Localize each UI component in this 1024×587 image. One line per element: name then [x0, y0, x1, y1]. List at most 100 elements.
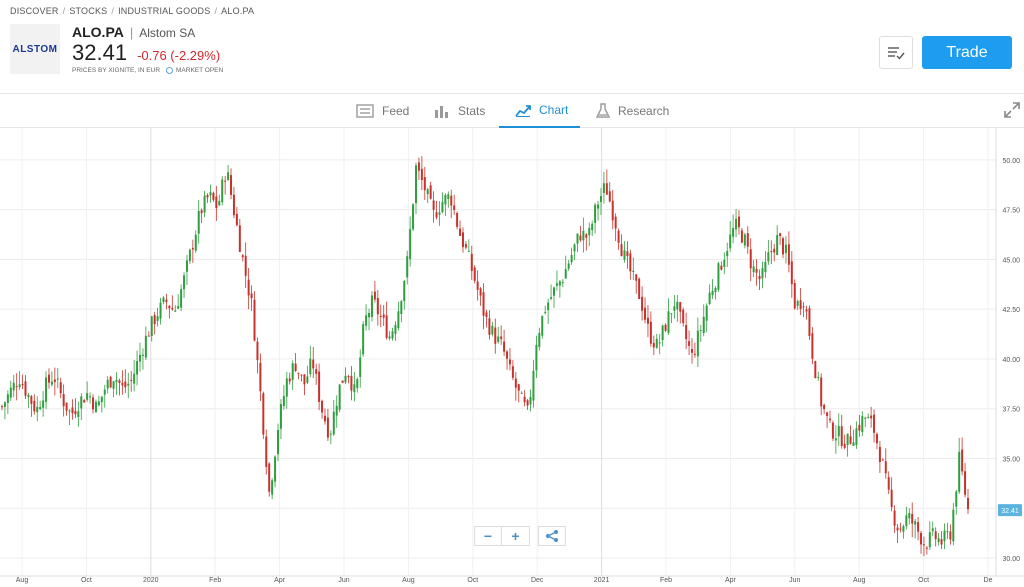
candle-body	[403, 281, 406, 302]
y-tick-label: 42.50	[1002, 307, 1020, 314]
price-tag	[998, 504, 1022, 517]
share-button[interactable]	[538, 526, 566, 546]
candle-body	[341, 380, 344, 383]
logo-text: ALSTOM	[12, 43, 58, 55]
candle-body	[696, 330, 699, 357]
breadcrumb-discover[interactable]: DISCOVER	[10, 6, 59, 16]
candle-body	[391, 331, 394, 339]
candle-body	[103, 389, 106, 395]
candle-body	[479, 288, 482, 296]
candle-body	[899, 528, 902, 530]
tab-feed-label: Feed	[382, 104, 410, 118]
candle-body	[711, 290, 714, 296]
watchlist-button[interactable]	[879, 36, 913, 69]
candle-body	[232, 194, 235, 216]
price-chart[interactable]: 50.0047.5045.0042.5040.0037.5035.0032.50…	[0, 128, 1024, 587]
expand-icon[interactable]	[1004, 102, 1020, 118]
candle-body	[309, 358, 312, 375]
candle-body	[50, 381, 53, 385]
candle-body	[326, 417, 329, 438]
candle-body	[435, 212, 438, 218]
candle-body	[218, 200, 221, 206]
candle-body	[209, 191, 212, 196]
candle-body	[68, 410, 71, 412]
price-change: -0.76 (-2.29%)	[137, 48, 221, 63]
candle-body	[920, 532, 923, 545]
candle-body	[77, 411, 80, 418]
candle-body	[908, 513, 911, 519]
candle-body	[511, 366, 514, 378]
research-icon	[596, 103, 610, 118]
tab-chart[interactable]: Chart	[499, 94, 580, 128]
candle-body	[735, 218, 738, 230]
trade-button[interactable]: Trade	[922, 36, 1012, 69]
candle-body	[65, 402, 68, 411]
tab-feed[interactable]: Feed	[356, 94, 409, 128]
candle-body	[15, 386, 18, 388]
candle-body	[914, 521, 917, 525]
candle-body	[303, 374, 306, 385]
candle-body	[144, 335, 147, 358]
price-source-note: PRICES BY XIGNITE, IN EUR	[72, 67, 161, 74]
candle-body	[94, 401, 97, 413]
x-tick-label: De	[984, 577, 993, 584]
x-tick-label: Oct	[467, 577, 478, 584]
candle-body	[937, 538, 940, 543]
candle-body	[890, 489, 893, 508]
candle-body	[878, 446, 881, 462]
candle-body	[931, 528, 934, 532]
candle-body	[45, 377, 48, 402]
candle-body	[488, 318, 491, 335]
candle-body	[594, 204, 597, 223]
candle-body	[652, 343, 655, 348]
candle-body	[482, 292, 485, 316]
candle-body	[849, 436, 852, 444]
stats-icon	[435, 106, 448, 118]
candle-body	[834, 438, 837, 441]
candle-body	[784, 244, 787, 254]
x-tick-label: Jun	[789, 577, 800, 584]
candle-body	[664, 324, 667, 331]
candle-body	[767, 252, 770, 262]
candle-body	[53, 379, 56, 383]
current-price: 32.41	[72, 40, 128, 65]
candle-body	[203, 195, 206, 213]
candle-body	[673, 306, 676, 311]
candle-body	[746, 233, 749, 247]
candle-body	[758, 275, 761, 280]
candle-body	[823, 405, 826, 410]
candle-body	[843, 443, 846, 448]
candle-body	[467, 250, 470, 252]
candle-body	[743, 234, 746, 246]
candle-body	[558, 281, 561, 286]
candle-body	[573, 244, 576, 252]
candle-body	[520, 392, 523, 394]
candle-body	[362, 324, 365, 355]
candle-body	[323, 415, 326, 422]
candle-body	[582, 230, 585, 241]
tab-stats[interactable]: Stats	[434, 94, 485, 128]
candle-body	[470, 253, 473, 271]
zoom-out-button[interactable]: −	[474, 526, 502, 546]
candle-body	[294, 363, 297, 371]
zoom-in-button[interactable]: +	[502, 526, 530, 546]
candle-body	[553, 287, 555, 296]
tab-research[interactable]: Research	[596, 94, 669, 128]
candle-body	[300, 374, 303, 376]
candle-body	[30, 396, 33, 404]
y-tick-label: 35.00	[1002, 457, 1020, 464]
watchlist-icon	[888, 46, 905, 60]
candle-body	[591, 223, 594, 231]
candle-body	[826, 412, 829, 416]
candle-body	[291, 363, 294, 380]
candle-body	[426, 189, 429, 195]
breadcrumb-stocks[interactable]: STOCKS	[69, 6, 108, 16]
candle-body	[699, 330, 702, 332]
breadcrumb-industrial-goods[interactable]: INDUSTRIAL GOODS	[118, 6, 211, 16]
candle-body	[9, 387, 12, 398]
candle-body	[112, 381, 115, 389]
candle-body	[873, 414, 876, 433]
candle-body	[438, 212, 441, 215]
candle-body	[62, 394, 65, 407]
candle-body	[620, 244, 623, 257]
